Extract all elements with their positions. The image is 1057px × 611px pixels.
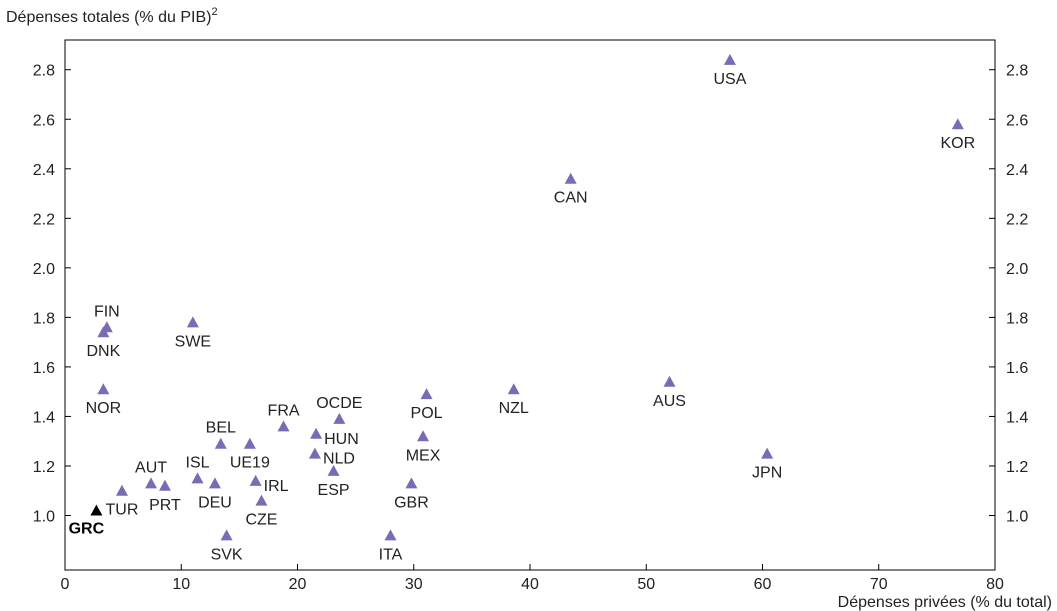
- data-point-gbr: [405, 477, 418, 489]
- y-tick-label-right: 2.2: [1006, 211, 1028, 228]
- point-label-bel: BEL: [206, 420, 236, 437]
- data-point-bel: [214, 437, 227, 449]
- point-label-ocde: OCDE: [316, 395, 362, 412]
- y-tick-label-left: 1.4: [33, 409, 55, 426]
- point-label-fin: FIN: [94, 303, 120, 320]
- data-point-ita: [384, 529, 397, 541]
- y-tick-label-left: 1.6: [33, 360, 55, 377]
- x-tick-label: 50: [637, 576, 655, 593]
- point-label-aus: AUS: [653, 393, 686, 410]
- data-point-deu: [208, 477, 221, 489]
- x-axis-title: Dépenses privées (% du total): [838, 594, 1052, 611]
- x-tick-label: 10: [172, 576, 190, 593]
- point-label-hun: HUN: [324, 431, 359, 448]
- y-tick-label-left: 2.8: [33, 63, 55, 80]
- point-label-usa: USA: [713, 71, 746, 88]
- point-label-svk: SVK: [211, 546, 243, 563]
- data-point-can: [564, 172, 577, 184]
- data-point-nld: [308, 447, 321, 459]
- y-tick-label-left: 2.4: [33, 162, 55, 179]
- y-tick-label-right: 1.4: [1006, 409, 1028, 426]
- data-point-tur: [115, 484, 128, 496]
- point-label-swe: SWE: [175, 333, 211, 350]
- x-tick-label: 40: [521, 576, 539, 593]
- y-tick-label-right: 1.8: [1006, 310, 1028, 327]
- y-tick-label-right: 1.0: [1006, 509, 1028, 526]
- data-point-dnk: [97, 326, 110, 338]
- point-label-dnk: DNK: [86, 343, 120, 360]
- data-point-usa: [723, 53, 736, 65]
- data-point-irl: [249, 474, 262, 486]
- x-tick-label: 70: [870, 576, 888, 593]
- data-point-fra: [277, 420, 290, 432]
- point-label-cze: CZE: [245, 512, 277, 529]
- plot-frame: [64, 39, 996, 571]
- point-label-nor: NOR: [86, 400, 122, 417]
- point-label-nzl: NZL: [499, 400, 529, 417]
- x-tick-label: 60: [754, 576, 772, 593]
- y-tick-label-right: 2.0: [1006, 261, 1028, 278]
- y-axis-title-superscript: 2: [211, 6, 217, 18]
- data-point-aus: [663, 375, 676, 387]
- data-point-swe: [186, 316, 199, 328]
- x-tick-label: 0: [61, 576, 70, 593]
- point-label-tur: TUR: [106, 502, 139, 519]
- point-label-irl: IRL: [264, 478, 289, 495]
- y-tick-label-right: 2.4: [1006, 162, 1028, 179]
- data-point-pol: [420, 388, 433, 400]
- data-point-jpn: [761, 447, 774, 459]
- point-label-gbr: GBR: [394, 494, 429, 511]
- point-label-aut: AUT: [135, 459, 167, 476]
- data-point-esp: [327, 464, 340, 476]
- y-tick-label-right: 1.2: [1006, 459, 1028, 476]
- y-tick-label-left: 1.0: [33, 509, 55, 526]
- point-label-grc: GRC: [69, 521, 105, 538]
- data-point-grc: [90, 504, 103, 516]
- x-tick-label: 20: [289, 576, 307, 593]
- data-point-ocde: [333, 412, 346, 424]
- data-point-isl: [191, 472, 204, 484]
- y-tick-label-left: 2.0: [33, 261, 55, 278]
- point-label-fra: FRA: [268, 402, 300, 419]
- data-point-prt: [158, 479, 171, 491]
- point-label-jpn: JPN: [752, 465, 782, 482]
- point-label-ue19: UE19: [230, 455, 270, 472]
- data-points: USA KOR CAN FIN DNK SWE NOR AUS NZL POL OCDE FRA HUN…: [69, 53, 975, 563]
- y-tick-label-left: 1.2: [33, 459, 55, 476]
- x-tick-label: 80: [986, 576, 1004, 593]
- data-point-svk: [220, 529, 233, 541]
- x-tick-label: 30: [405, 576, 423, 593]
- point-label-esp: ESP: [318, 482, 350, 499]
- data-point-kor: [951, 118, 964, 130]
- data-point-ue19: [243, 437, 256, 449]
- point-label-mex: MEX: [406, 447, 441, 464]
- y-tick-label-right: 1.6: [1006, 360, 1028, 377]
- y-tick-label-left: 2.2: [33, 211, 55, 228]
- point-label-deu: DEU: [198, 494, 232, 511]
- y-tick-label-left: 1.8: [33, 310, 55, 327]
- y-axis-title: Dépenses totales (% du PIB)2: [6, 6, 218, 26]
- point-label-nld: NLD: [323, 451, 355, 468]
- y-tick-label-left: 2.6: [33, 112, 55, 129]
- data-point-hun: [310, 427, 323, 439]
- data-point-mex: [417, 430, 430, 442]
- point-label-kor: KOR: [940, 135, 975, 152]
- point-label-can: CAN: [554, 190, 588, 207]
- point-label-ita: ITA: [379, 546, 403, 563]
- data-point-aut: [145, 477, 158, 489]
- data-point-nzl: [507, 383, 520, 395]
- y-tick-label-right: 2.6: [1006, 112, 1028, 129]
- y-axis-title-text: Dépenses totales (% du PIB): [6, 9, 211, 26]
- point-label-isl: ISL: [186, 454, 210, 471]
- data-point-nor: [97, 383, 110, 395]
- data-point-cze: [255, 494, 268, 506]
- axis-ticks: 0 10 20 30 40 50 60 70 80 1.0 1.0 1.2 1.2 1.4 1.4 1.6 1.…: [33, 63, 1029, 593]
- point-label-prt: PRT: [149, 497, 181, 514]
- point-label-pol: POL: [411, 405, 443, 422]
- y-tick-label-right: 2.8: [1006, 63, 1028, 80]
